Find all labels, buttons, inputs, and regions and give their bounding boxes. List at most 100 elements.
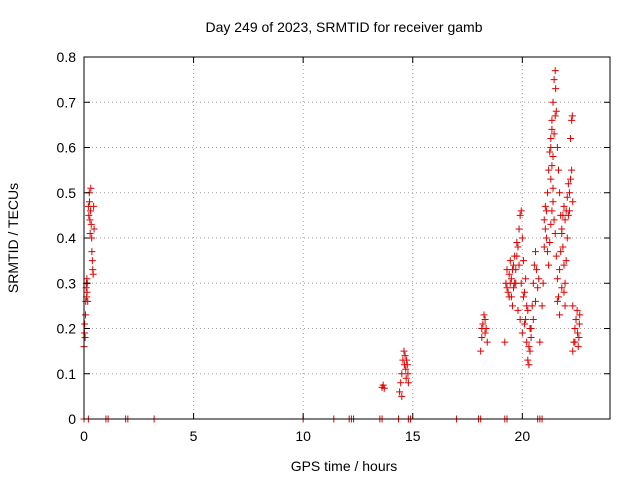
- data-point: [521, 288, 529, 296]
- data-point: [524, 306, 532, 314]
- data-point: [525, 361, 533, 369]
- data-point: [506, 279, 514, 287]
- data-point: [517, 279, 525, 287]
- data-point: [568, 112, 576, 120]
- data-point: [565, 189, 573, 197]
- data-point: [477, 347, 485, 355]
- data-points: [80, 67, 584, 423]
- data-point: [559, 243, 567, 251]
- data-point: [576, 311, 584, 319]
- data-point: [553, 275, 561, 283]
- data-point: [518, 329, 526, 337]
- data-point: [514, 243, 522, 251]
- data-point: [558, 284, 566, 292]
- data-point: [521, 320, 529, 328]
- data-point: [504, 288, 512, 296]
- data-point: [397, 379, 405, 387]
- y-tick-label: 0.3: [57, 275, 77, 291]
- data-point: [572, 315, 580, 323]
- data-point: [560, 288, 568, 296]
- y-tick-label: 0.5: [57, 185, 77, 201]
- data-point: [478, 334, 486, 342]
- data-point: [403, 356, 411, 364]
- data-point: [529, 279, 537, 287]
- data-point: [562, 257, 570, 265]
- data-point: [88, 248, 96, 256]
- data-point: [529, 315, 537, 323]
- data-point: [565, 207, 573, 215]
- data-point: [557, 248, 565, 256]
- x-tick-label: 5: [190, 428, 198, 444]
- data-point: [527, 334, 535, 342]
- data-point: [481, 329, 489, 337]
- data-point: [400, 347, 408, 355]
- data-point: [556, 311, 564, 319]
- data-point: [507, 293, 515, 301]
- data-point: [525, 343, 533, 351]
- data-point: [567, 175, 575, 183]
- data-point: [404, 379, 412, 387]
- data-point: [85, 198, 93, 206]
- data-point: [533, 266, 541, 274]
- data-point: [550, 130, 558, 138]
- data-point: [523, 338, 531, 346]
- data-point: [519, 257, 527, 265]
- data-point: [402, 374, 410, 382]
- data-point: [84, 297, 92, 305]
- data-point: [549, 98, 557, 106]
- data-point: [505, 270, 513, 278]
- data-point: [380, 384, 388, 392]
- data-point: [398, 392, 406, 400]
- chart-title: Day 249 of 2023, SRMTID for receiver gam…: [205, 19, 482, 35]
- y-tick-label: 0.6: [57, 140, 77, 156]
- data-point: [511, 252, 519, 260]
- data-point: [522, 275, 530, 283]
- data-point: [556, 189, 564, 197]
- data-point: [568, 116, 576, 124]
- data-point: [526, 347, 534, 355]
- data-point: [534, 284, 542, 292]
- data-point: [552, 252, 560, 260]
- data-point: [519, 293, 527, 301]
- data-point: [539, 279, 547, 287]
- data-point: [518, 234, 526, 242]
- data-point: [516, 211, 524, 219]
- data-point: [549, 153, 557, 161]
- data-point: [540, 243, 548, 251]
- data-point: [396, 388, 404, 396]
- data-point: [550, 76, 558, 84]
- data-point: [545, 166, 553, 174]
- data-point: [560, 261, 568, 269]
- data-point: [575, 320, 583, 328]
- data-point: [479, 320, 487, 328]
- data-point: [561, 216, 569, 224]
- data-point: [569, 347, 577, 355]
- data-point: [552, 85, 560, 93]
- data-point: [510, 284, 518, 292]
- data-point: [86, 216, 94, 224]
- data-point: [536, 338, 544, 346]
- data-point: [523, 302, 531, 310]
- data-point: [558, 229, 566, 237]
- data-point: [517, 207, 525, 215]
- data-point: [560, 202, 568, 210]
- data-point: [542, 234, 550, 242]
- data-point: [531, 248, 539, 256]
- data-point: [553, 144, 561, 151]
- data-point: [571, 338, 579, 346]
- data-point: [574, 343, 582, 351]
- data-point: [87, 207, 95, 215]
- data-point: [379, 381, 387, 389]
- data-point: [547, 220, 555, 228]
- data-point: [508, 266, 516, 274]
- data-point: [90, 225, 98, 233]
- data-point: [402, 365, 410, 373]
- data-point: [515, 261, 523, 269]
- data-point: [547, 144, 555, 151]
- data-point: [524, 356, 532, 364]
- data-point: [548, 162, 556, 170]
- data-point: [561, 302, 569, 310]
- data-point: [507, 275, 515, 283]
- data-point: [551, 229, 559, 237]
